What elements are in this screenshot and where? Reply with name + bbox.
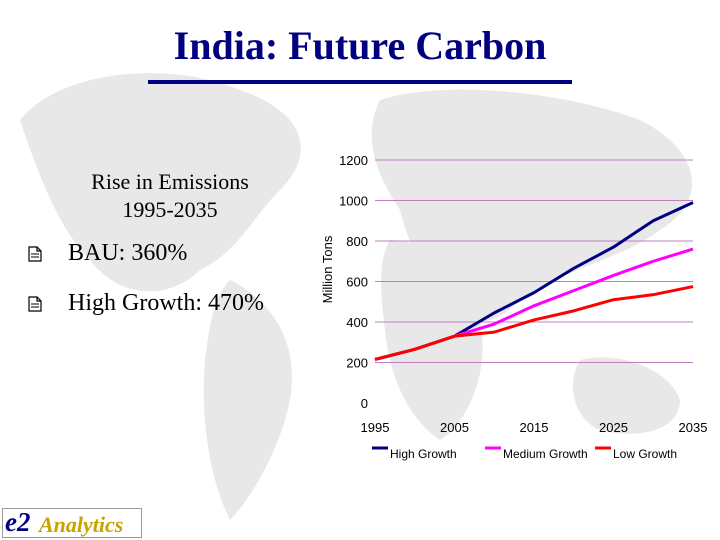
x-tick-label: 2035 [679,420,708,435]
x-tick-label: 2025 [599,420,628,435]
legend-label: High Growth [390,447,457,461]
y-tick-label: 200 [346,356,368,371]
document-icon [28,246,42,262]
bullet-text: High Growth: 470% [68,290,264,316]
series-line-high-growth [374,201,694,361]
y-tick-label: 400 [346,315,368,330]
logo-e2: e2 [5,507,31,537]
bullet-text: BAU: 360% [68,240,188,266]
x-tick-label: 2005 [440,420,469,435]
series-line-medium-growth [374,247,694,361]
logo-analytics: Analytics [39,512,124,537]
y-tick-label: 800 [346,234,368,249]
y-axis-label: Million Tons [320,235,335,303]
y-tick-label: 1000 [339,194,368,209]
y-tick-label: 1200 [339,153,368,168]
company-logo: e2 Analytics [2,507,142,538]
slide-title: India: Future Carbon [173,23,547,68]
x-tick-label: 1995 [361,420,390,435]
subtitle: Rise in Emissions 1995-2035 [40,168,300,224]
y-tick-label: 0 [361,396,368,411]
legend-label: Low Growth [613,447,677,461]
document-icon [28,296,42,312]
subtitle-line-2: 1995-2035 [122,197,218,222]
title-underline [148,80,572,84]
legend-label: Medium Growth [503,447,588,461]
subtitle-line-1: Rise in Emissions [91,169,249,194]
series-line-low-growth [374,285,694,361]
x-tick-label: 2015 [520,420,549,435]
y-tick-label: 600 [346,275,368,290]
